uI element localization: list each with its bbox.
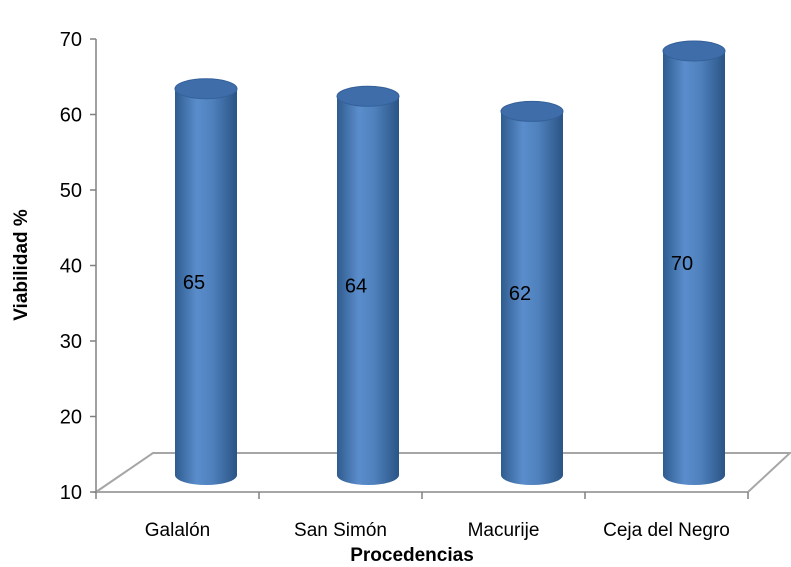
bar: 70: [662, 40, 726, 485]
y-tick-label: 70: [60, 29, 82, 51]
bars: 65 64 62 70: [174, 40, 726, 486]
bar-top: [336, 85, 400, 107]
x-axis-title: Procedencias: [350, 545, 474, 566]
y-tick-label: 20: [60, 407, 82, 429]
y-tick-label: 50: [60, 180, 82, 202]
floor-plane: [92, 452, 791, 493]
y-tick-labels: 10 20 30 40 50 60 70: [60, 29, 82, 504]
bar-top: [500, 100, 564, 122]
bar: 62: [500, 100, 564, 486]
x-tick-label: Galalón: [145, 520, 211, 541]
bar-top: [174, 78, 238, 100]
data-label: 64: [345, 276, 367, 298]
bar: 64: [336, 85, 400, 485]
bar-top: [662, 40, 726, 62]
x-tick-labels: Galalón San Simón Macurije Ceja del Negro: [145, 520, 730, 541]
y-axis: [90, 38, 749, 499]
data-label: 62: [509, 283, 531, 305]
data-label: 65: [183, 272, 205, 294]
bar-body: [175, 88, 237, 485]
x-tick-label: Macurije: [468, 520, 540, 541]
bar-body: [337, 96, 399, 485]
x-tick-label: San Simón: [294, 520, 387, 541]
x-tick-label: Ceja del Negro: [603, 520, 730, 541]
bar-body: [663, 51, 725, 485]
y-axis-title: Viabilidad %: [11, 209, 32, 321]
y-tick-label: 30: [60, 331, 82, 353]
data-label: 70: [671, 253, 693, 275]
bar-body: [501, 111, 563, 486]
chart-floor: [92, 452, 791, 493]
bar: 65: [174, 78, 238, 485]
y-tick-label: 60: [60, 105, 82, 127]
y-tick-label: 40: [60, 256, 82, 278]
y-tick-label: 10: [60, 482, 82, 504]
